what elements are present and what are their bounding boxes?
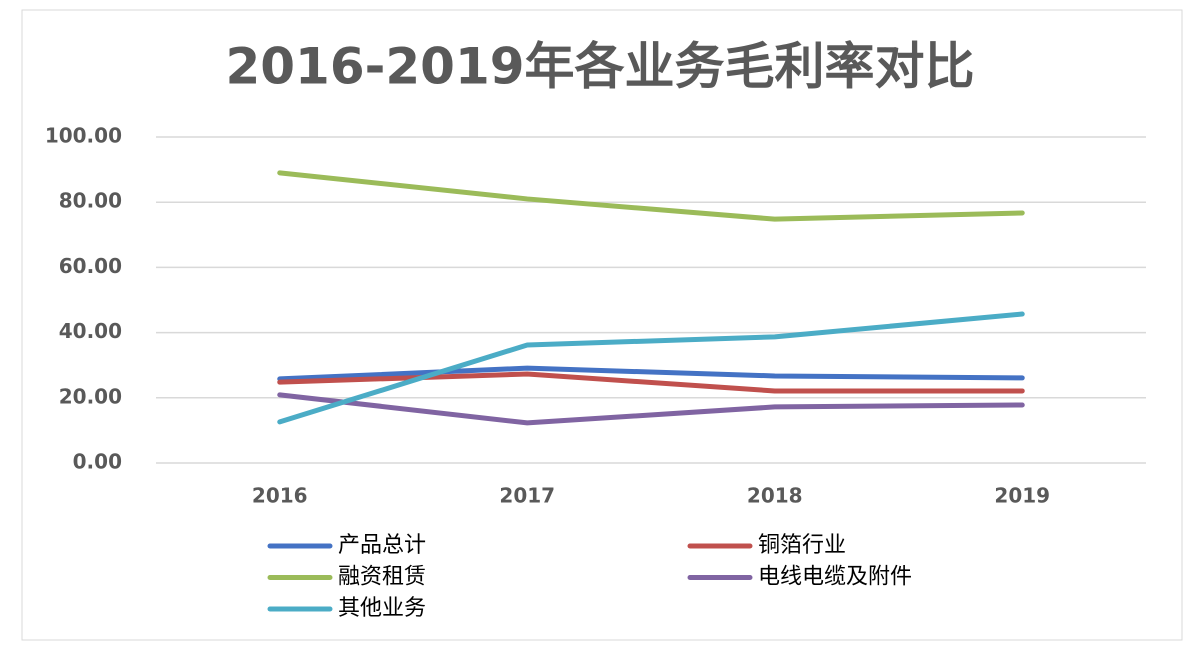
legend-label: 铜箔行业 <box>758 533 846 558</box>
chart-frame <box>21 9 1183 641</box>
series-line <box>277 371 1025 394</box>
chart-title: 2016-2019年各业务毛利率对比 <box>225 38 974 96</box>
series-line <box>277 311 1025 425</box>
y-tick-label: 20.00 <box>59 384 122 408</box>
x-tick-label: 2016 <box>252 484 308 508</box>
y-tick-label: 40.00 <box>59 319 122 343</box>
series-line <box>277 365 1025 382</box>
legend-label: 电线电缆及附件 <box>758 565 912 590</box>
x-tick-label: 2018 <box>747 484 803 508</box>
y-tick-label: 100.00 <box>45 124 122 148</box>
x-tick-label: 2019 <box>994 484 1050 508</box>
legend-label: 产品总计 <box>338 533 426 558</box>
series-line <box>277 392 1025 426</box>
legend-label: 融资租赁 <box>338 565 426 590</box>
y-tick-label: 0.00 <box>73 450 122 474</box>
y-tick-label: 80.00 <box>59 189 122 213</box>
series-line <box>277 170 1025 222</box>
legend-label: 其他业务 <box>338 596 426 621</box>
x-tick-label: 2017 <box>499 484 555 508</box>
y-tick-label: 60.00 <box>59 254 122 278</box>
